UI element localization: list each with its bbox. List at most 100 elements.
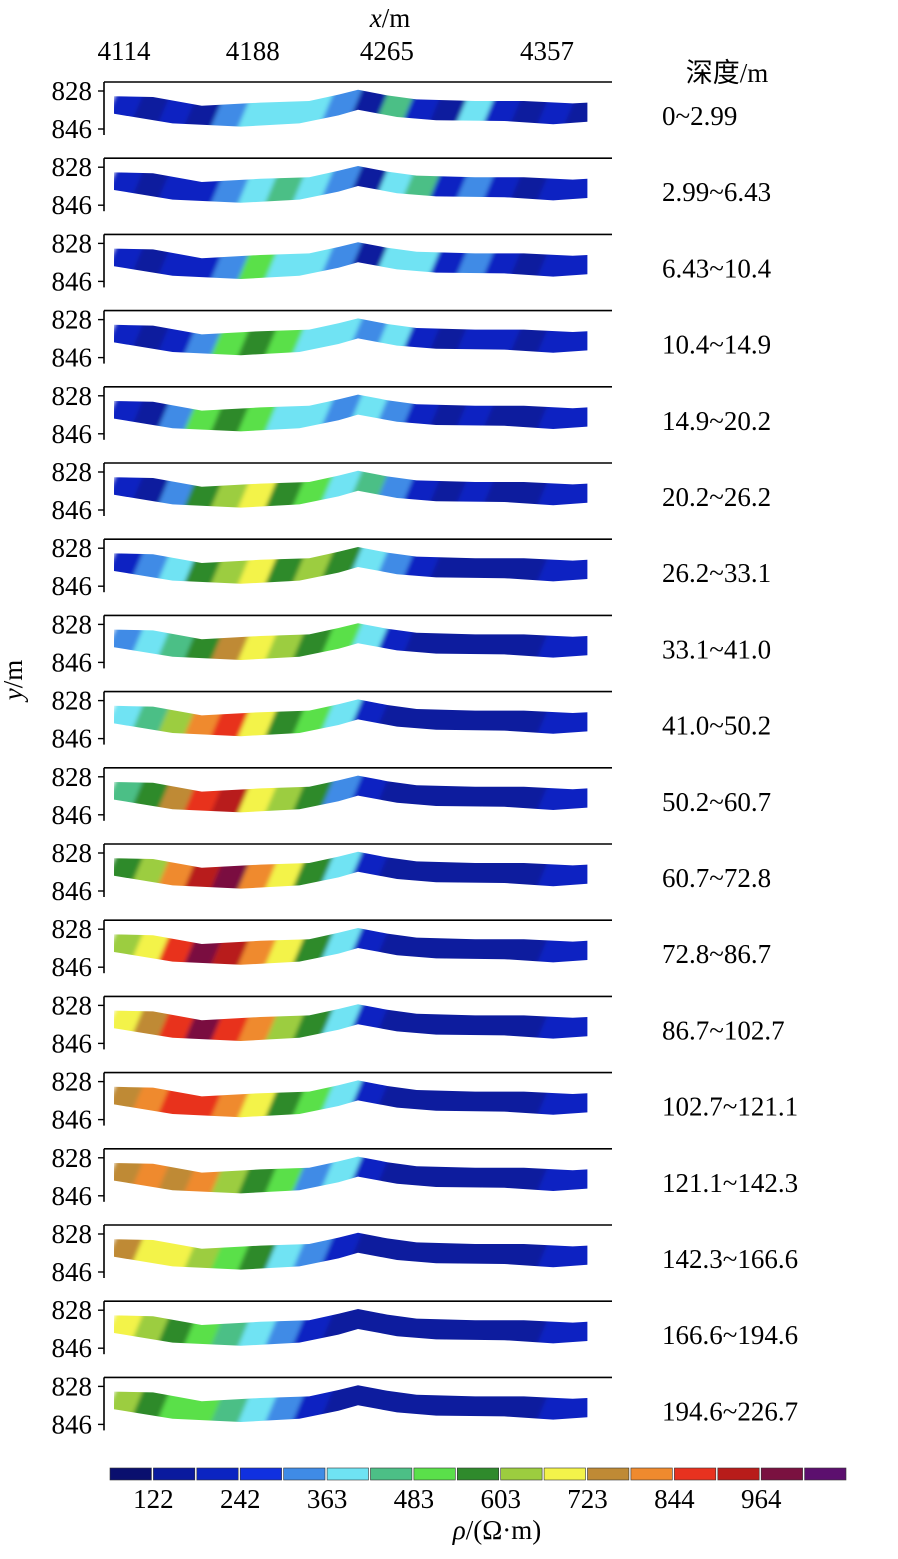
x-tick-label: 4265 — [360, 36, 414, 66]
resistivity-cell — [560, 547, 588, 584]
colorbar-swatch — [326, 1467, 369, 1481]
resistivity-cell — [560, 1232, 588, 1270]
resistivity-cell — [114, 89, 156, 127]
y-tick-label: 846 — [52, 952, 93, 982]
resistivity-cell — [560, 699, 588, 737]
depth-range-label: 50.2~60.7 — [662, 787, 771, 817]
y-tick-label: 846 — [52, 190, 93, 220]
resistivity-cell — [560, 242, 588, 279]
resistivity-band — [114, 851, 588, 889]
y-tick-label: 846 — [52, 114, 93, 144]
resistivity-cell — [289, 928, 345, 965]
depth-slice-panels: 828 846 0~2.99 828 846 2.99~6.43 828 846 6.43~10… — [52, 76, 799, 1439]
depth-slice-panel: 828 846 121.1~142.3 — [52, 1143, 799, 1211]
depth-range-label: 194.6~226.7 — [662, 1396, 798, 1426]
x-tick-label: 4357 — [520, 36, 574, 66]
resistivity-cell — [289, 394, 345, 432]
y-tick-label: 846 — [52, 571, 93, 601]
resistivity-cell — [114, 318, 156, 356]
resistivity-cell — [289, 851, 345, 889]
resistivity-cell — [114, 1004, 156, 1041]
depth-range-label: 121.1~142.3 — [662, 1168, 798, 1198]
depth-range-label: 6.43~10.4 — [662, 253, 772, 283]
depth-range-label: 2.99~6.43 — [662, 177, 771, 207]
resistivity-cell — [114, 699, 156, 737]
resistivity-band — [114, 1232, 588, 1270]
y-tick-label: 846 — [52, 495, 93, 525]
colorbar-title: ρ/(Ω·m) — [452, 1515, 542, 1545]
colorbar-tick-label: 964 — [741, 1484, 782, 1514]
resistivity-cell — [289, 1156, 345, 1194]
colorbar-swatch — [370, 1467, 413, 1481]
depth-range-label: 0~2.99 — [662, 101, 737, 131]
y-tick-label: 828 — [52, 1219, 93, 1249]
depth-slice-panel: 828 846 6.43~10.4 — [52, 228, 772, 296]
y-tick-label: 828 — [52, 990, 93, 1020]
colorbar-tick-label: 844 — [654, 1484, 695, 1514]
depth-slice-panel: 828 846 60.7~72.8 — [52, 838, 772, 906]
depth-slice-panel: 828 846 2.99~6.43 — [52, 152, 772, 220]
resistivity-band — [114, 242, 588, 279]
resistivity-cell — [289, 166, 345, 203]
resistivity-band — [114, 318, 588, 356]
resistivity-cell — [289, 470, 345, 508]
colorbar-swatch — [760, 1467, 803, 1481]
y-tick-label: 846 — [52, 800, 93, 830]
y-tick-label: 828 — [52, 381, 93, 411]
resistivity-cell — [560, 1309, 588, 1346]
depth-range-label: 26.2~33.1 — [662, 558, 771, 588]
resistivity-cell — [114, 1232, 156, 1270]
resistivity-cell — [560, 1080, 588, 1118]
resistivity-band — [114, 547, 588, 584]
depth-slice-panel: 828 846 166.6~194.6 — [52, 1295, 799, 1363]
resistivity-cell — [114, 623, 156, 660]
resistivity-cell — [560, 1385, 588, 1422]
resistivity-band — [114, 470, 588, 508]
colorbar-swatch — [717, 1467, 760, 1481]
y-tick-label: 828 — [52, 228, 93, 258]
y-tick-label: 846 — [52, 1181, 93, 1211]
resistivity-band — [114, 1309, 588, 1346]
depth-range-label: 102.7~121.1 — [662, 1092, 798, 1122]
y-tick-label: 846 — [52, 724, 93, 754]
resistivity-cell — [289, 318, 345, 356]
y-tick-label: 846 — [52, 876, 93, 906]
y-tick-label: 828 — [52, 152, 93, 182]
y-tick-label: 828 — [52, 762, 93, 792]
resistivity-cell — [560, 470, 588, 508]
y-tick-label: 828 — [52, 1371, 93, 1401]
y-tick-label: 828 — [52, 76, 93, 106]
colorbar-swatch — [283, 1467, 326, 1481]
depth-slice-panel: 828 846 72.8~86.7 — [52, 914, 772, 982]
resistivity-cell — [289, 623, 345, 660]
resistivity-cell — [560, 928, 588, 965]
colorbar-swatch — [456, 1467, 499, 1481]
colorbar-swatch — [804, 1467, 847, 1481]
resistivity-cell — [560, 623, 588, 660]
y-tick-label: 828 — [52, 1295, 93, 1325]
depth-slice-panel: 828 846 86.7~102.7 — [52, 990, 785, 1058]
depth-range-label: 41.0~50.2 — [662, 711, 771, 741]
colorbar-swatch — [674, 1467, 717, 1481]
y-tick-label: 846 — [52, 1409, 93, 1439]
depth-slice-panel: 828 846 102.7~121.1 — [52, 1067, 799, 1135]
x-axis-ticks: 4114 4188 4265 4357 — [98, 36, 575, 66]
y-axis-title: y/m — [0, 660, 28, 704]
resistivity-cell — [114, 547, 156, 584]
depth-slice-panel: 828 846 26.2~33.1 — [52, 533, 772, 601]
colorbar-swatch — [196, 1467, 239, 1481]
resistivity-cell — [289, 1004, 345, 1041]
resistivity-band — [114, 89, 588, 127]
x-tick-label: 4188 — [226, 36, 280, 66]
colorbar: 122 242 363 483 603 723 844 964 — [109, 1467, 847, 1514]
colorbar-swatch — [153, 1467, 196, 1481]
colorbar-tick-label: 122 — [133, 1484, 174, 1514]
depth-range-label: 10.4~14.9 — [662, 330, 771, 360]
resistivity-cell — [289, 89, 345, 127]
y-tick-label: 846 — [52, 1257, 93, 1287]
depth-slice-panel: 828 846 50.2~60.7 — [52, 762, 772, 830]
depth-range-label: 60.7~72.8 — [662, 863, 771, 893]
resistivity-band — [114, 623, 588, 660]
resistivity-band — [114, 775, 588, 813]
y-tick-label: 828 — [52, 533, 93, 563]
